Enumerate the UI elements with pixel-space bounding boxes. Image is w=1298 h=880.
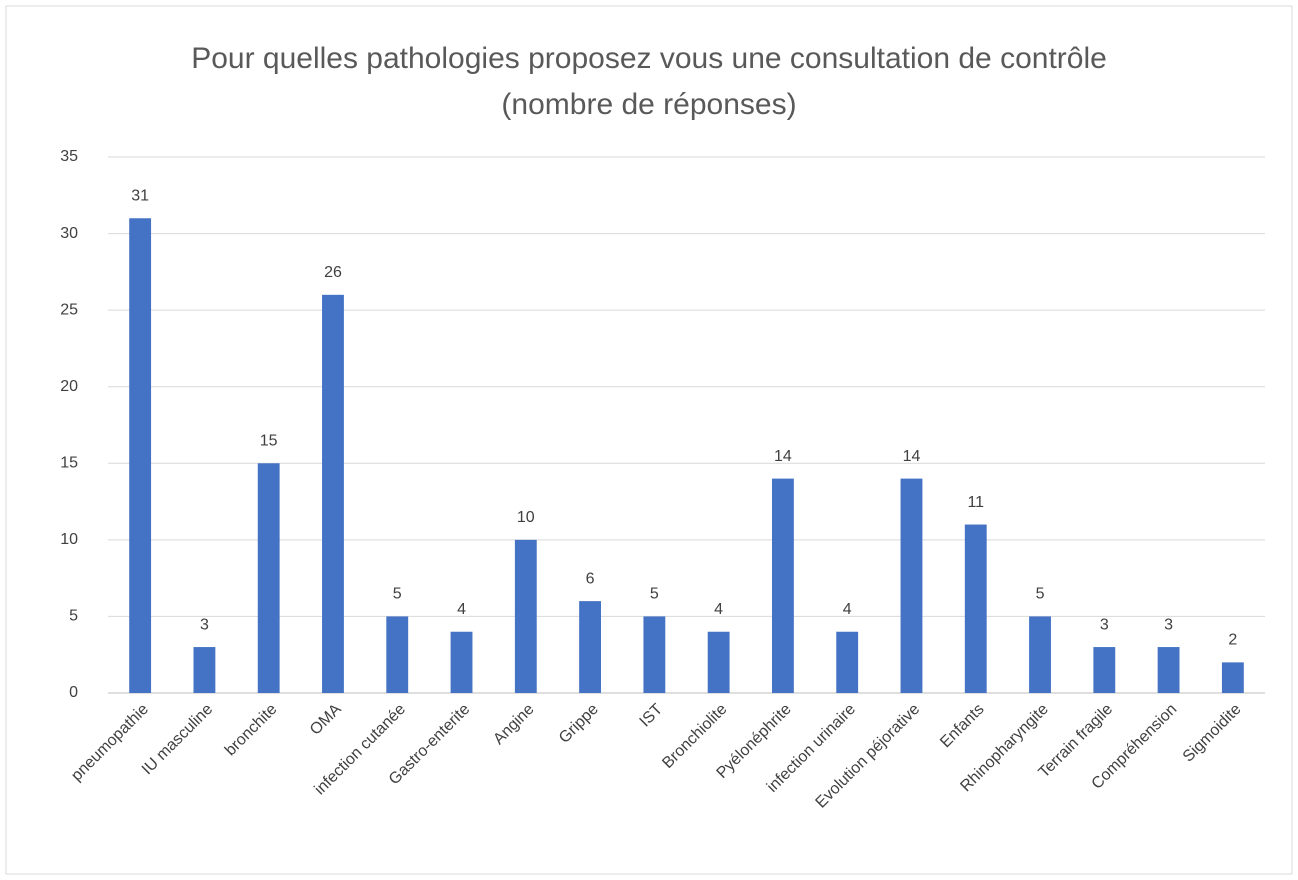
y-tick-label: 5: [69, 608, 78, 625]
data-label: 10: [517, 509, 535, 526]
bar: [707, 631, 730, 693]
y-tick-label: 25: [60, 301, 78, 318]
y-tick-label: 20: [60, 378, 78, 395]
data-label: 14: [903, 448, 921, 465]
data-label: 31: [131, 187, 149, 204]
bar: [1221, 662, 1244, 693]
data-label: 5: [650, 586, 659, 603]
data-label: 11: [967, 494, 984, 511]
y-tick-label: 30: [60, 225, 78, 242]
y-tick-label: 15: [60, 455, 78, 472]
data-label: 5: [393, 586, 402, 603]
data-label: 6: [586, 570, 595, 587]
data-label: 2: [1228, 632, 1237, 649]
data-label: 3: [1164, 616, 1173, 633]
data-label: 4: [457, 601, 466, 618]
bar: [193, 647, 216, 693]
bar: [322, 294, 344, 693]
data-label: 15: [260, 433, 278, 450]
bar: [579, 601, 602, 693]
chart-border: [5, 5, 1293, 875]
data-label: 4: [714, 601, 723, 618]
bar: [386, 616, 409, 693]
bar: [836, 631, 859, 693]
data-label: 3: [1100, 616, 1109, 633]
data-label: 3: [200, 616, 209, 633]
bar: [450, 631, 473, 693]
data-label: 14: [774, 448, 792, 465]
bar: [643, 616, 666, 693]
bar: [257, 463, 280, 693]
bar: [514, 539, 537, 693]
chart-title: Pour quelles pathologies proposez vous u…: [191, 42, 1107, 121]
bar: [1157, 647, 1180, 693]
bar: [129, 218, 152, 693]
y-tick-label: 10: [60, 531, 78, 548]
bar: [1093, 647, 1116, 693]
data-label: 26: [324, 264, 342, 281]
y-tick-label: 0: [69, 684, 78, 701]
bar: [771, 478, 794, 693]
data-label: 5: [1036, 586, 1045, 603]
bar: [1029, 616, 1051, 693]
bar: [964, 524, 987, 693]
data-label: 4: [843, 601, 852, 618]
bar: [900, 478, 923, 693]
y-tick-label: 35: [60, 148, 78, 165]
